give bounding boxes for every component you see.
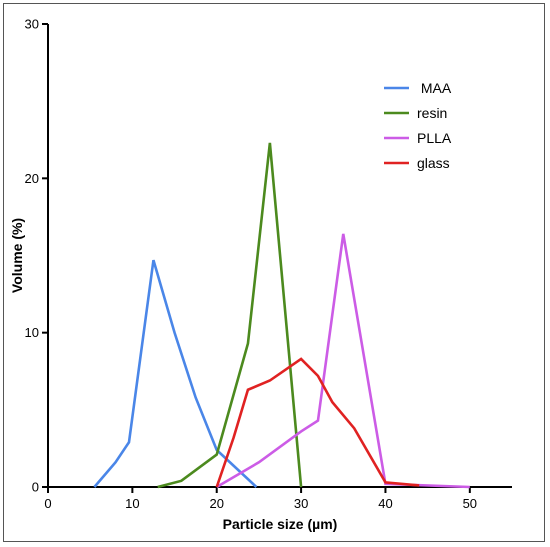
y-tick-label: 20 — [25, 171, 39, 186]
line-chart: 0 10 20 30 40 50 0 10 20 30 MAA resin PLLA glass Par… — [9, 17, 512, 532]
series-line-resin — [157, 142, 303, 489]
series-line-plla — [216, 233, 470, 489]
legend-label: PLLA — [417, 130, 452, 146]
y-axis-title: Volume (%) — [9, 218, 25, 293]
y-tick-label: 10 — [25, 325, 39, 340]
figure-frame: 0 10 20 30 40 50 0 10 20 30 MAA resin PLLA glass Par… — [3, 3, 545, 542]
series-line-maa — [93, 259, 258, 488]
legend: MAA resin PLLA glass — [384, 80, 452, 171]
y-tick-label: 0 — [32, 480, 39, 495]
series-line-glass — [215, 357, 420, 488]
y-tick-label: 30 — [25, 17, 39, 32]
series-lines — [93, 142, 470, 489]
x-tick-label: 30 — [294, 496, 308, 511]
legend-label: resin — [417, 105, 447, 121]
x-tick-label: 50 — [463, 496, 477, 511]
x-tick-label: 40 — [378, 496, 392, 511]
legend-label: glass — [417, 155, 450, 171]
ticks: 0 10 20 30 40 50 0 10 20 30 — [25, 17, 478, 512]
legend-label: MAA — [417, 80, 452, 96]
x-axis-title: Particle size (µm) — [223, 516, 338, 532]
x-tick-label: 10 — [125, 496, 139, 511]
x-tick-label: 0 — [44, 496, 51, 511]
x-tick-label: 20 — [209, 496, 223, 511]
